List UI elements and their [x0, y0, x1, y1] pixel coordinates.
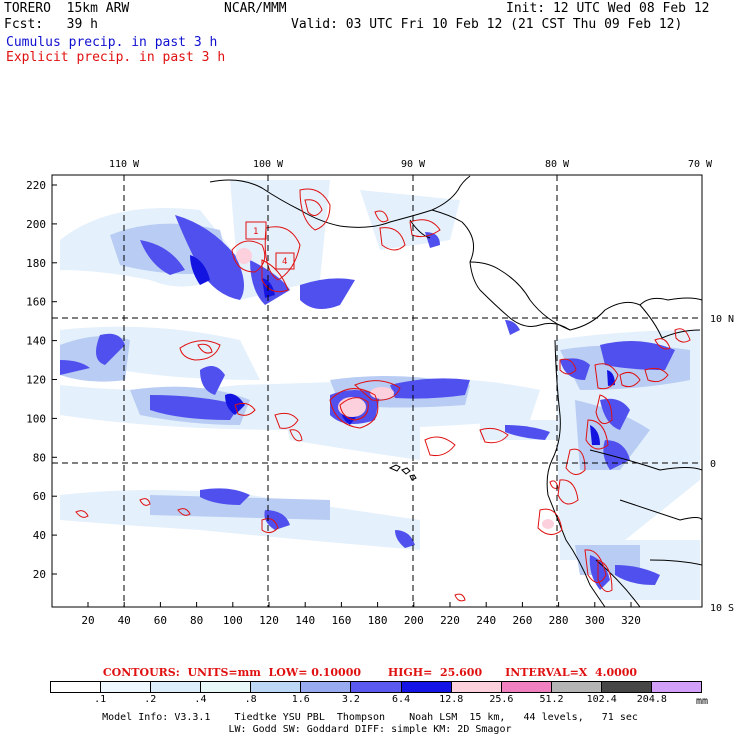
x-tick-label: 320 — [621, 614, 641, 627]
colorbar-swatch — [501, 682, 552, 692]
x-tick-label: 240 — [476, 614, 496, 627]
colorbar-swatch — [301, 682, 352, 692]
colorbar-label: .8 — [244, 694, 257, 705]
lon-label: 80 W — [545, 159, 570, 170]
contours-info: CONTOURS: UNITS=mm LOW= 0.10000 HIGH= 25… — [102, 666, 638, 679]
x-tick-label: 120 — [259, 614, 279, 627]
colorbar-label: 3.2 — [341, 694, 360, 705]
y-tick-label: 200 — [26, 218, 46, 231]
x-tick-label: 260 — [512, 614, 532, 627]
contour-label-4: 4 — [282, 257, 287, 267]
y-tick-label: 180 — [26, 257, 46, 270]
colorbar-label: 1.6 — [291, 694, 310, 705]
colorbar-swatch — [201, 682, 252, 692]
colorbar-label: 12.8 — [439, 694, 464, 705]
precip-colorbar — [50, 681, 702, 693]
colorbar-label: 25.6 — [489, 694, 514, 705]
model-info: Model Info: V3.3.1 Tiedtke YSU PBL Thomp… — [102, 712, 638, 723]
grid-lines — [52, 175, 702, 607]
y-tick-label: 20 — [33, 568, 46, 581]
lon-label: 110 W — [109, 159, 140, 170]
colorbar-label: .4 — [194, 694, 207, 705]
colorbar-swatch — [601, 682, 652, 692]
colorbar-swatch — [451, 682, 502, 692]
x-tick-label: 140 — [295, 614, 315, 627]
y-tick-label: 120 — [26, 374, 46, 387]
x-tick-label: 20 — [81, 614, 94, 627]
x-tick-label: 100 — [223, 614, 243, 627]
x-tick-label: 220 — [440, 614, 460, 627]
colorbar-unit: mm — [696, 696, 709, 707]
y-tick-label: 80 — [33, 451, 46, 464]
x-tick-label: 40 — [118, 614, 131, 627]
lon-label: 100 W — [253, 159, 284, 170]
x-tick-label: 300 — [585, 614, 605, 627]
colorbar-swatch — [51, 682, 102, 692]
precip-map: 1 4 110 W 100 W 90 W 80 W 70 W 10 N 0 10… — [26, 159, 734, 627]
colorbar-swatch — [551, 682, 602, 692]
physics-info: LW: Godd SW: Goddard DIFF: simple KM: 2D… — [228, 724, 512, 735]
y-tick-label: 220 — [26, 179, 46, 192]
x-tick-label: 160 — [331, 614, 351, 627]
colorbar-swatch — [151, 682, 202, 692]
colorbar-swatch — [101, 682, 152, 692]
cumulus-field-label: Cumulus precip. in past 3 h — [6, 35, 218, 50]
y-tick-label: 40 — [33, 529, 46, 542]
colorbar-label: 6.4 — [392, 694, 411, 705]
colorbar-label: .1 — [94, 694, 107, 705]
explicit-field-label: Explicit precip. in past 3 h — [6, 50, 226, 65]
lon-label: 90 W — [401, 159, 426, 170]
model-title: TORERO 15km ARW — [4, 1, 130, 16]
colorbar-swatch — [401, 682, 452, 692]
colorbar-label: .2 — [144, 694, 157, 705]
colorbar-labels: .1 .2 .4 .8 1.6 3.2 6.4 12.8 25.6 51.2 102.4 204.8 — [50, 694, 702, 706]
map-frame — [51, 174, 703, 608]
colorbar-label: 51.2 — [539, 694, 564, 705]
x-tick-label: 280 — [549, 614, 569, 627]
x-tick-label: 180 — [368, 614, 388, 627]
org-label: NCAR/MMM — [224, 1, 287, 16]
colorbar-label: 204.8 — [636, 694, 667, 705]
y-tick-label: 160 — [26, 296, 46, 309]
valid-time: Valid: 03 UTC Fri 10 Feb 12 (21 CST Thu … — [291, 17, 683, 32]
forecast-hour: Fcst: 39 h — [4, 17, 98, 32]
x-tick-label: 80 — [190, 614, 203, 627]
init-time: Init: 12 UTC Wed 08 Feb 12 — [506, 1, 710, 16]
x-tick-label: 60 — [154, 614, 167, 627]
colorbar-swatch — [251, 682, 302, 692]
lat-label: 10 N — [710, 314, 734, 325]
colorbar-swatch — [651, 682, 702, 692]
y-tick-label: 60 — [33, 490, 46, 503]
explicit-precip-fill — [236, 248, 554, 529]
y-tick-label: 140 — [26, 335, 46, 348]
y-tick-label: 100 — [26, 412, 46, 425]
colorbar-label: 102.4 — [586, 694, 617, 705]
contour-label-1: 1 — [253, 227, 258, 237]
colorbar-swatch — [351, 682, 402, 692]
lat-label: 10 S — [710, 603, 734, 614]
explicit-precip-contours — [75, 188, 691, 602]
lat-label: 0 — [710, 459, 716, 470]
lon-label: 70 W — [688, 159, 713, 170]
x-tick-label: 200 — [404, 614, 424, 627]
